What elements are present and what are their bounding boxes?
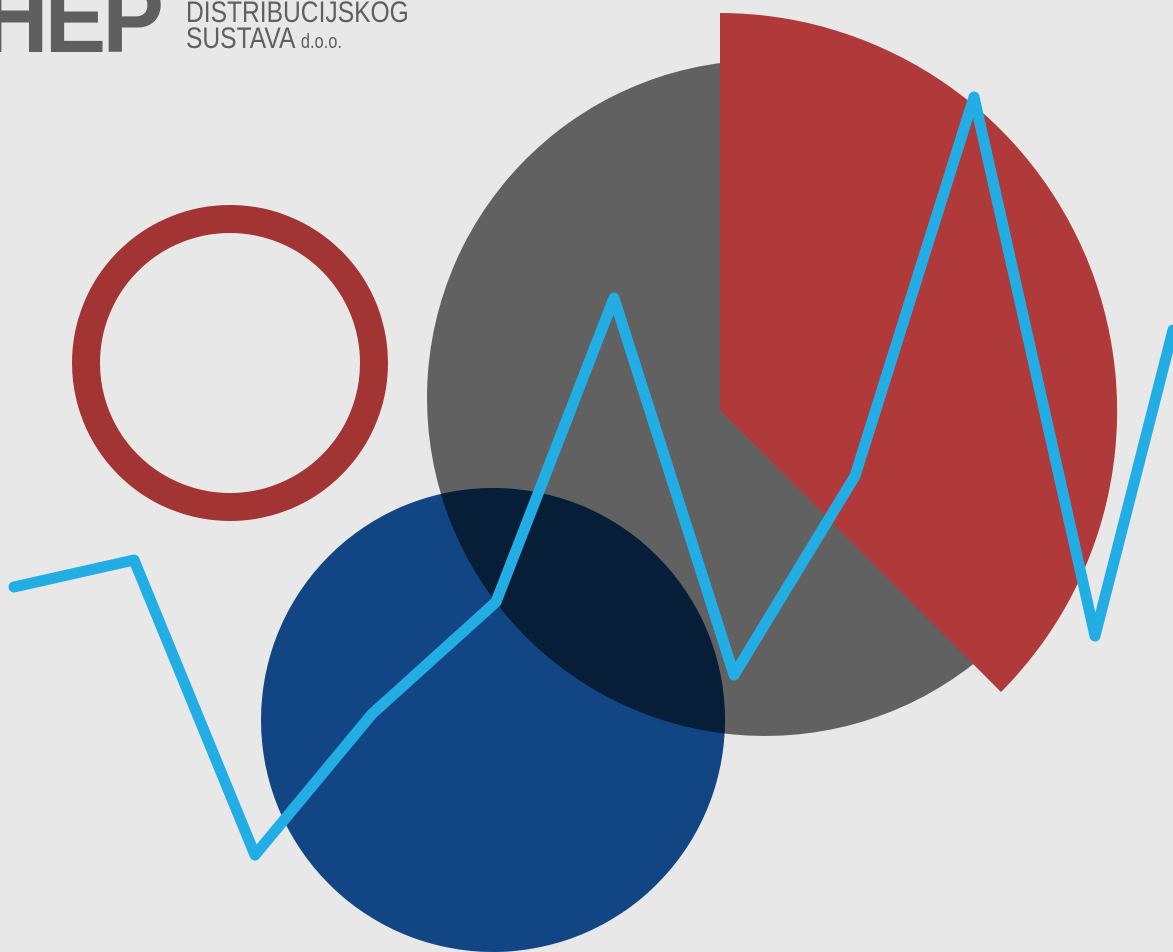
logo-company-line1: DISTRIBUCIJSKOG xyxy=(186,0,409,29)
red-pie-sector-shape xyxy=(720,13,1118,692)
logo-company-line2-text: SUSTAVA xyxy=(186,22,295,55)
zigzag-line-shape xyxy=(8,91,1173,861)
logo-mark-text: HEP xyxy=(0,0,164,74)
logo-company-suffix: d.o.o. xyxy=(300,31,342,53)
red-ring-shape xyxy=(72,205,388,521)
hep-logo: HEP DISTRIBUCIJSKOG SUSTAVA d.o.o. xyxy=(0,0,420,68)
logo-company-line2: SUSTAVA d.o.o. xyxy=(186,24,342,54)
overlap-region-shape xyxy=(427,488,725,736)
